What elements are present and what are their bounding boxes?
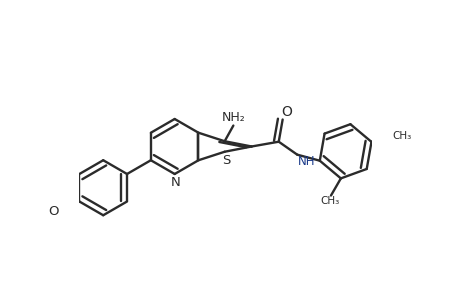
Text: N: N [170, 176, 180, 189]
Text: S: S [222, 154, 230, 166]
Text: CH₃: CH₃ [392, 131, 411, 141]
Text: O: O [49, 205, 59, 218]
Text: NH: NH [298, 155, 315, 168]
Text: CH₃: CH₃ [321, 196, 340, 206]
Text: NH₂: NH₂ [222, 111, 246, 124]
Text: O: O [281, 105, 292, 119]
